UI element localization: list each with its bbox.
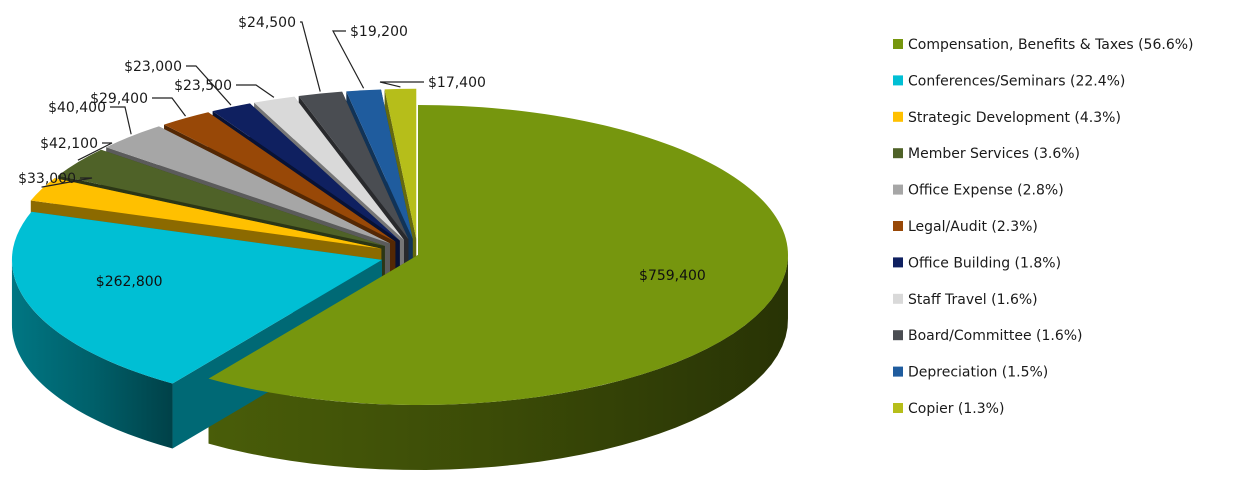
pie-tops-layer	[11, 88, 789, 405]
slice-copier	[384, 88, 417, 239]
data-label-conferences-seminars: $262,800	[96, 274, 163, 290]
legend-label: Legal/Audit (2.3%)	[908, 219, 1038, 235]
legend-label: Office Building (1.8%)	[908, 255, 1061, 271]
legend-label: Compensation, Benefits & Taxes (56.6%)	[908, 37, 1194, 53]
data-label-staff-travel: $23,500	[174, 78, 232, 94]
data-label-strategic-development: $33,000	[18, 171, 76, 187]
leader-line-legal-audit	[152, 97, 187, 117]
leader-line-office-expense	[110, 106, 132, 135]
data-label-office-building: $23,000	[124, 59, 182, 75]
slice-conferences-seminars	[11, 211, 382, 384]
legend-swatch	[893, 257, 903, 268]
legend-label: Copier (1.3%)	[908, 401, 1004, 417]
legend-item-legal-audit: Legal/Audit (2.3%)	[893, 219, 1038, 235]
legend: Compensation, Benefits & Taxes (56.6%) Co…	[893, 37, 1194, 417]
slice-board-committee	[298, 91, 409, 240]
leader-line-copier	[379, 81, 424, 88]
slice-rim	[208, 253, 788, 470]
legend-item-staff-travel: Staff Travel (1.6%)	[893, 292, 1038, 308]
legend-item-board-committee: Board/Committee (1.6%)	[893, 328, 1083, 344]
legend-swatch	[893, 366, 903, 377]
slice-staff-travel	[254, 96, 404, 240]
legend-swatch	[893, 111, 903, 122]
legend-label: Conferences/Seminars (22.4%)	[908, 73, 1125, 89]
leader-line-office-building	[186, 65, 232, 106]
legend-swatch	[893, 330, 903, 341]
legend-item-member-services: Member Services (3.6%)	[893, 146, 1080, 162]
slice-office-expense	[106, 126, 391, 244]
legend-swatch	[893, 403, 903, 413]
slice-legal-audit	[164, 112, 396, 242]
legend-swatch	[893, 39, 903, 49]
leader-line-depreciation	[331, 30, 365, 89]
legend-item-compensation-benefits-taxes: Compensation, Benefits & Taxes (56.6%)	[893, 37, 1194, 53]
legend-item-copier: Copier (1.3%)	[893, 401, 1004, 417]
legend-label: Member Services (3.6%)	[908, 146, 1080, 162]
data-label-member-services: $42,100	[40, 136, 98, 152]
data-label-compensation-benefits-taxes: $759,400	[639, 268, 706, 284]
data-label-office-expense: $40,400	[48, 100, 106, 116]
leader-line-strategic-development	[41, 177, 93, 188]
legend-item-strategic-development: Strategic Development (4.3%)	[893, 110, 1121, 126]
data-label-board-committee: $24,500	[238, 15, 296, 31]
legend-swatch	[893, 293, 903, 304]
slice-rim	[11, 259, 173, 449]
legend-label: Board/Committee (1.6%)	[908, 328, 1083, 344]
legend-label: Strategic Development (4.3%)	[908, 110, 1121, 126]
legend-swatch	[893, 184, 903, 195]
legend-label: Staff Travel (1.6%)	[908, 292, 1038, 308]
data-label-legal-audit: $29,400	[90, 91, 148, 107]
legend-item-office-building: Office Building (1.8%)	[893, 255, 1061, 271]
slice-depreciation	[346, 89, 413, 239]
legend-swatch	[893, 221, 903, 231]
data-label-copier: $17,400	[428, 75, 486, 91]
leader-line-member-services	[77, 142, 113, 161]
legend-item-conferences-seminars: Conferences/Seminars (22.4%)	[893, 73, 1125, 89]
leader-line-staff-travel	[236, 84, 275, 98]
legend-swatch	[893, 148, 903, 159]
data-label-depreciation: $19,200	[350, 24, 408, 40]
legend-item-depreciation: Depreciation (1.5%)	[893, 365, 1048, 381]
legend-item-office-expense: Office Expense (2.8%)	[893, 183, 1064, 199]
slice-strategic-development	[30, 178, 382, 249]
legend-label: Depreciation (1.5%)	[908, 365, 1048, 381]
slice-member-services	[58, 149, 385, 246]
pie-labels-layer: $759,400 $262,800 $33,000 $42,100 $40,400$29…	[18, 15, 706, 290]
legend-label: Office Expense (2.8%)	[908, 183, 1064, 199]
slice-compensation-benefits-taxes	[208, 105, 789, 405]
leader-line-board-committee	[300, 21, 321, 92]
slice-office-building	[212, 103, 400, 241]
legend-swatch	[893, 75, 903, 86]
